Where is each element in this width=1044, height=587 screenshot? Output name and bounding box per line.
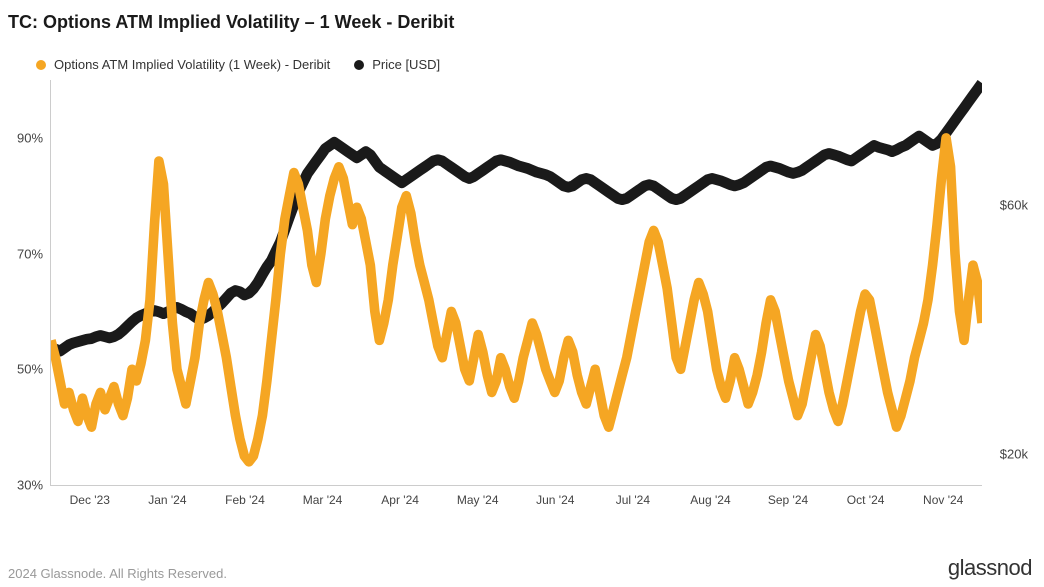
- x-tick: Sep '24: [768, 493, 808, 507]
- y-left-tick: 50%: [17, 362, 43, 377]
- x-tick: Mar '24: [303, 493, 343, 507]
- legend: Options ATM Implied Volatility (1 Week) …: [0, 33, 1044, 80]
- legend-item-iv: Options ATM Implied Volatility (1 Week) …: [36, 57, 330, 72]
- x-tick: Apr '24: [381, 493, 419, 507]
- price-line: [51, 83, 982, 351]
- copyright: 2024 Glassnode. All Rights Reserved.: [8, 566, 227, 581]
- iv-line: [51, 138, 982, 462]
- y-right-tick: $60k: [1000, 197, 1028, 212]
- legend-label-iv: Options ATM Implied Volatility (1 Week) …: [54, 57, 330, 72]
- x-tick: Aug '24: [690, 493, 730, 507]
- brand: glassnod: [948, 555, 1032, 581]
- x-tick: Nov '24: [923, 493, 963, 507]
- x-tick: Dec '23: [70, 493, 110, 507]
- legend-dot-price: [354, 60, 364, 70]
- chart-svg: [51, 80, 982, 485]
- chart-title: TC: Options ATM Implied Volatility – 1 W…: [0, 0, 1044, 33]
- footer: 2024 Glassnode. All Rights Reserved. gla…: [8, 555, 1032, 581]
- y-left-tick: 70%: [17, 246, 43, 261]
- legend-item-price: Price [USD]: [354, 57, 440, 72]
- x-tick: Feb '24: [225, 493, 265, 507]
- y-left-tick: 90%: [17, 130, 43, 145]
- x-tick: Oct '24: [847, 493, 885, 507]
- y-left-tick: 30%: [17, 478, 43, 493]
- x-tick: Jul '24: [616, 493, 650, 507]
- x-tick: Jun '24: [536, 493, 574, 507]
- x-tick: May '24: [457, 493, 499, 507]
- plot: 30%50%70%90%$20k$60kDec '23Jan '24Feb '2…: [50, 80, 982, 486]
- legend-label-price: Price [USD]: [372, 57, 440, 72]
- legend-dot-iv: [36, 60, 46, 70]
- x-tick: Jan '24: [148, 493, 186, 507]
- y-right-tick: $20k: [1000, 446, 1028, 461]
- chart-area: 30%50%70%90%$20k$60kDec '23Jan '24Feb '2…: [36, 80, 996, 508]
